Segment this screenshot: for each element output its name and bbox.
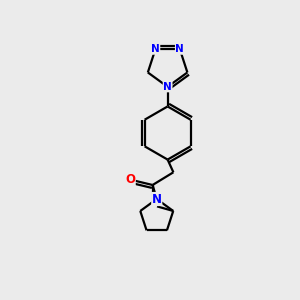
Text: N: N: [152, 193, 162, 206]
Text: O: O: [125, 173, 135, 186]
Text: N: N: [151, 44, 160, 54]
Text: N: N: [176, 44, 184, 54]
Text: N: N: [163, 82, 172, 92]
